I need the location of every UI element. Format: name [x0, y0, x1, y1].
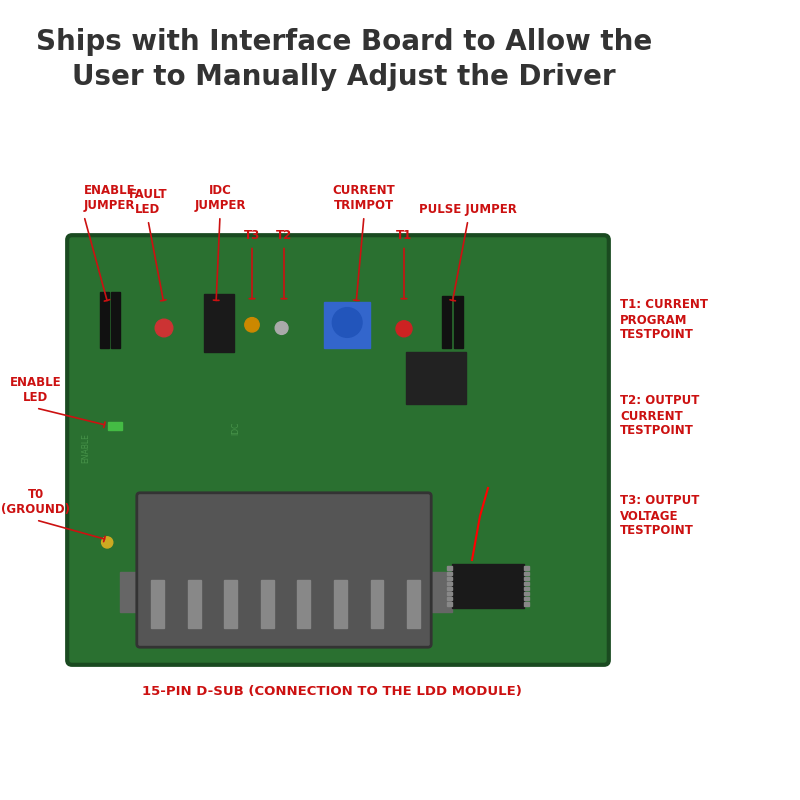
Text: IDC
JUMPER: IDC JUMPER	[194, 184, 246, 212]
Circle shape	[245, 318, 259, 332]
Text: ENABLE: ENABLE	[81, 433, 90, 463]
Bar	[447, 592, 452, 595]
Bar	[447, 587, 452, 590]
Text: T2: OUTPUT
CURRENT
TESTPOINT: T2: OUTPUT CURRENT TESTPOINT	[620, 394, 699, 438]
Bar	[334, 580, 347, 628]
Text: Ships with Interface Board to Allow the
User to Manually Adjust the Driver: Ships with Interface Board to Allow the …	[36, 28, 652, 90]
Circle shape	[396, 321, 412, 337]
Circle shape	[102, 537, 113, 548]
Bar	[370, 580, 383, 628]
Text: PULSE JUMPER: PULSE JUMPER	[419, 203, 517, 216]
Text: T1: CURRENT
PROGRAM
TESTPOINT: T1: CURRENT PROGRAM TESTPOINT	[620, 298, 708, 342]
Circle shape	[155, 319, 173, 337]
Text: 15-PIN D-SUB (CONNECTION TO THE LDD MODULE): 15-PIN D-SUB (CONNECTION TO THE LDD MODU…	[142, 686, 522, 698]
Bar	[452, 564, 524, 608]
Bar	[454, 296, 463, 348]
Bar	[407, 580, 420, 628]
Bar	[524, 587, 529, 590]
Bar	[447, 571, 452, 574]
Circle shape	[275, 322, 288, 334]
Bar	[447, 598, 452, 601]
Bar	[447, 566, 452, 570]
Text: T0
(GROUND): T0 (GROUND)	[2, 488, 70, 516]
Text: T1: T1	[396, 229, 412, 242]
Bar	[100, 292, 109, 348]
Text: T3: T3	[244, 229, 260, 242]
Bar	[524, 571, 529, 574]
Text: FAULT
LED: FAULT LED	[129, 188, 167, 216]
Bar	[447, 577, 452, 580]
Text: ENABLE
JUMPER: ENABLE JUMPER	[84, 184, 136, 212]
Bar	[524, 566, 529, 570]
FancyBboxPatch shape	[67, 235, 609, 665]
Text: T2: T2	[276, 229, 292, 242]
Bar	[442, 296, 451, 348]
Bar	[406, 352, 466, 404]
Bar	[524, 582, 529, 585]
Bar	[524, 598, 529, 601]
Bar	[524, 577, 529, 580]
Text: IDC: IDC	[231, 422, 241, 434]
Bar	[324, 302, 370, 348]
Bar	[111, 292, 120, 348]
Bar	[261, 580, 274, 628]
Bar	[108, 422, 122, 430]
Bar	[447, 602, 452, 606]
Bar	[224, 580, 237, 628]
Text: ENABLE
LED: ENABLE LED	[10, 376, 62, 404]
Text: T3: OUTPUT
VOLTAGE
TESTPOINT: T3: OUTPUT VOLTAGE TESTPOINT	[620, 494, 699, 538]
Bar	[524, 592, 529, 595]
Bar	[188, 580, 201, 628]
Text: CURRENT
TRIMPOT: CURRENT TRIMPOT	[333, 184, 395, 212]
Bar	[524, 602, 529, 606]
FancyBboxPatch shape	[137, 493, 431, 647]
Bar	[204, 294, 234, 352]
Bar	[447, 582, 452, 585]
Bar	[120, 572, 140, 612]
Bar	[432, 572, 452, 612]
Bar	[298, 580, 310, 628]
Circle shape	[332, 308, 362, 338]
Bar	[151, 580, 164, 628]
